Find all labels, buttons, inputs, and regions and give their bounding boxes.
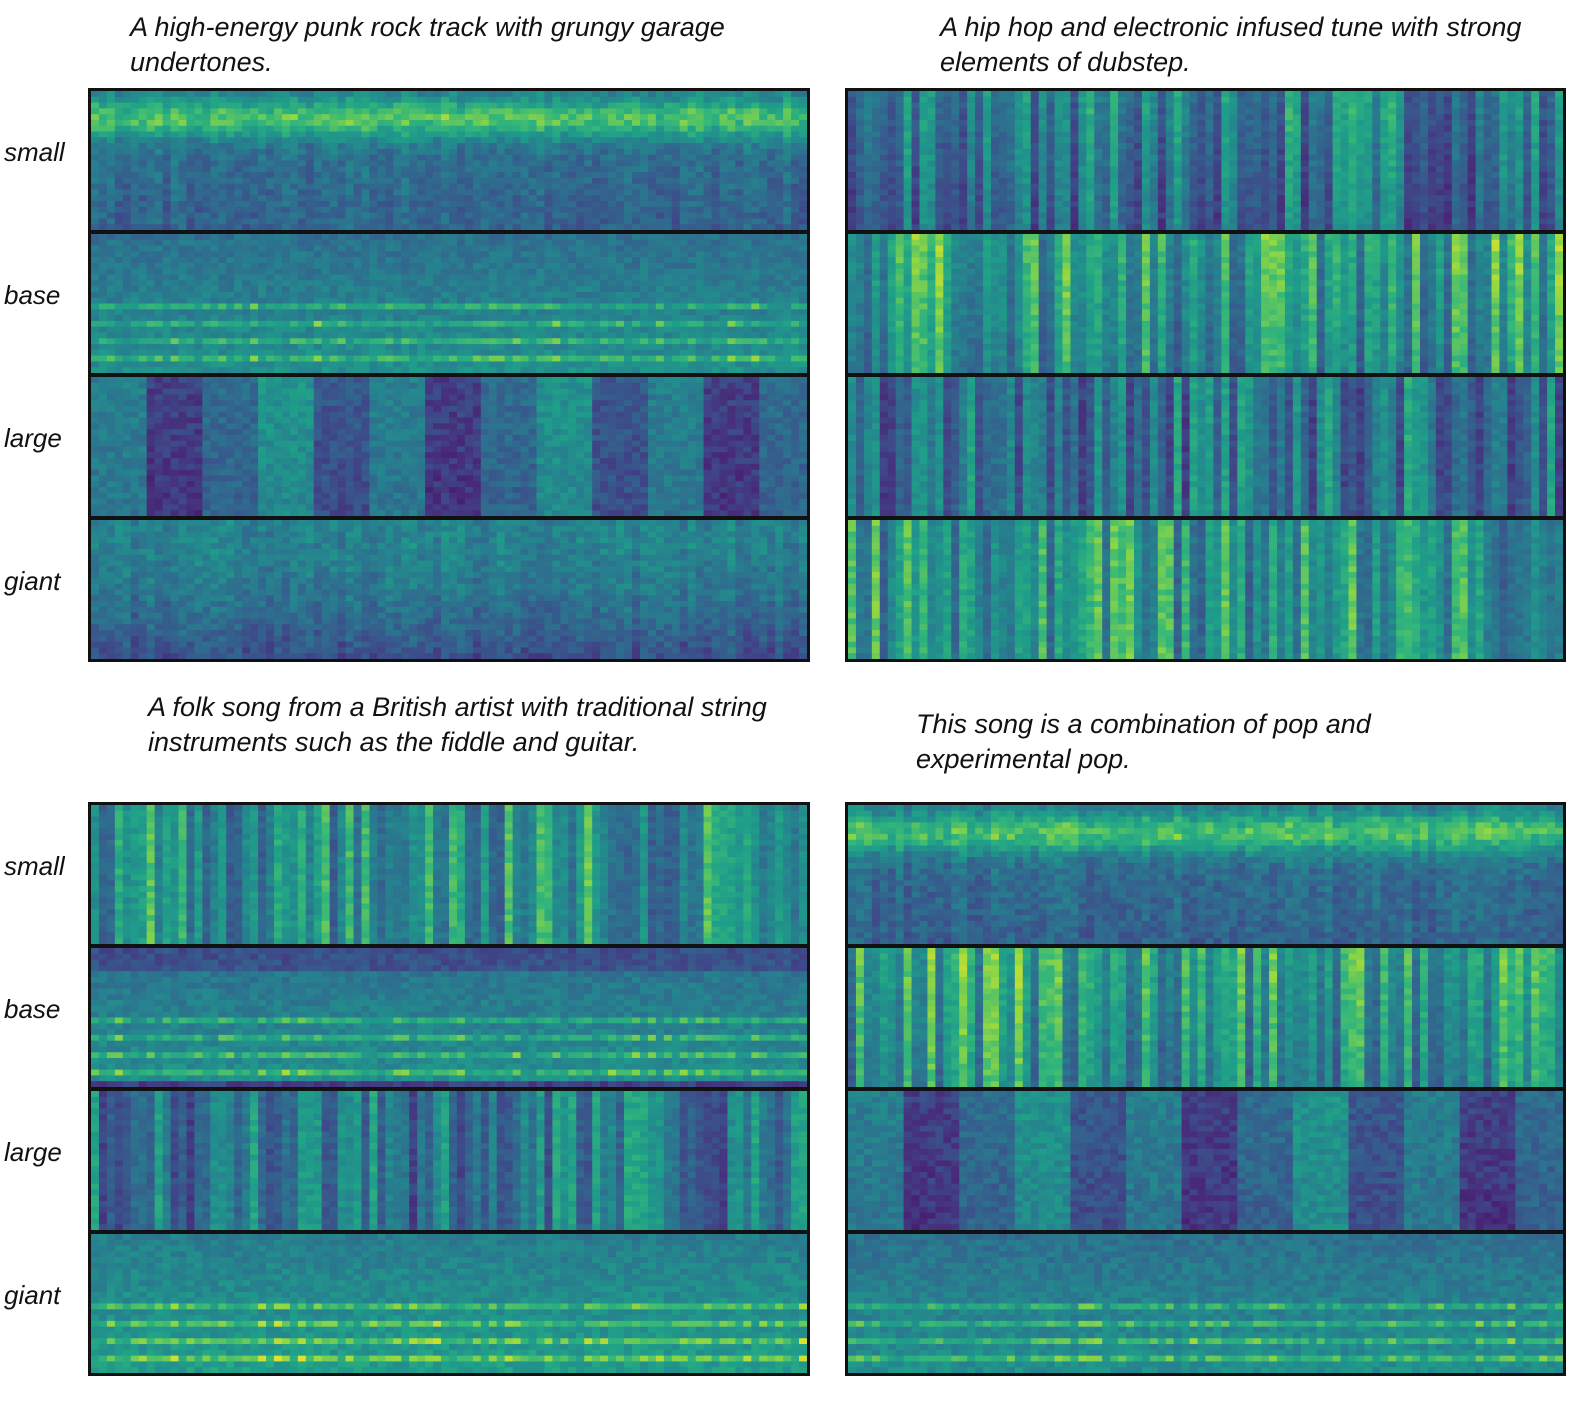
spectrogram-bottom-right-large — [845, 1088, 1566, 1233]
spectrogram-image-bottom-left-base — [91, 948, 807, 1087]
spectrogram-bottom-left-small — [88, 802, 810, 947]
row-label-large-bottom: large — [4, 1137, 88, 1168]
spectrogram-image-bottom-right-base — [848, 948, 1563, 1087]
spectrogram-image-bottom-left-small — [91, 805, 807, 944]
row-label-large-top: large — [4, 423, 88, 454]
spectrogram-image-top-left-base — [91, 234, 807, 373]
caption-bottom-left: A folk song from a British artist with t… — [148, 690, 768, 760]
spectrogram-image-bottom-right-small — [848, 805, 1563, 944]
row-label-giant-bottom: giant — [4, 1280, 88, 1311]
spectrogram-image-bottom-left-giant — [91, 1234, 807, 1373]
spectrogram-image-top-left-large — [91, 377, 807, 516]
spectrogram-bottom-left-giant — [88, 1231, 810, 1376]
spectrogram-top-right-base — [845, 231, 1566, 376]
spectrogram-bottom-left-large — [88, 1088, 810, 1233]
spectrogram-top-left-base — [88, 231, 810, 376]
spectrogram-top-left-giant — [88, 517, 810, 662]
spectrogram-bottom-right-base — [845, 945, 1566, 1090]
caption-top-right: A hip hop and electronic infused tune wi… — [940, 10, 1540, 80]
spectrogram-top-right-small — [845, 88, 1566, 233]
spectrogram-bottom-right-giant — [845, 1231, 1566, 1376]
row-label-giant-top: giant — [4, 566, 88, 597]
spectrogram-image-top-left-small — [91, 91, 807, 230]
spectrogram-top-left-large — [88, 374, 810, 519]
caption-top-left: A high-energy punk rock track with grung… — [130, 10, 730, 80]
spectrogram-bottom-left-base — [88, 945, 810, 1090]
spectrogram-image-bottom-left-large — [91, 1091, 807, 1230]
spectrogram-top-right-large — [845, 374, 1566, 519]
spectrogram-top-right-giant — [845, 517, 1566, 662]
spectrogram-image-bottom-right-large — [848, 1091, 1563, 1230]
row-label-small-top: small — [4, 137, 88, 168]
caption-bottom-right: This song is a combination of pop and ex… — [916, 707, 1456, 777]
spectrogram-top-left-small — [88, 88, 810, 233]
row-label-base-bottom: base — [4, 994, 88, 1025]
spectrogram-image-top-right-base — [848, 234, 1563, 373]
spectrogram-bottom-right-small — [845, 802, 1566, 947]
spectrogram-image-top-right-small — [848, 91, 1563, 230]
row-label-small-bottom: small — [4, 851, 88, 882]
row-label-base-top: base — [4, 280, 88, 311]
spectrogram-image-top-right-giant — [848, 520, 1563, 659]
spectrogram-image-top-left-giant — [91, 520, 807, 659]
spectrogram-image-top-right-large — [848, 377, 1563, 516]
spectrogram-image-bottom-right-giant — [848, 1234, 1563, 1373]
